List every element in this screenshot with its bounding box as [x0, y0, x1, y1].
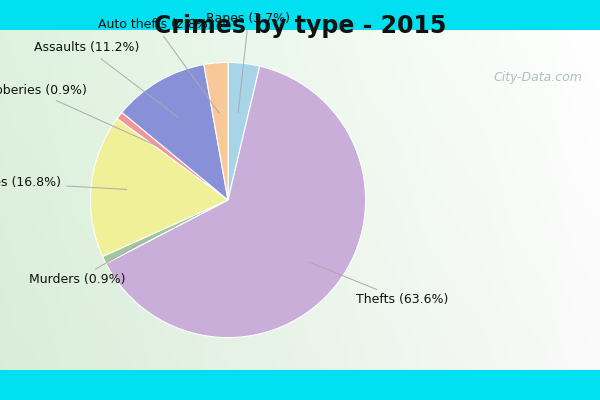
- Wedge shape: [106, 66, 365, 338]
- Text: City-Data.com: City-Data.com: [493, 71, 582, 84]
- Text: Murders (0.9%): Murders (0.9%): [29, 238, 149, 286]
- Text: Auto thefts (2.8%): Auto thefts (2.8%): [98, 18, 219, 113]
- Wedge shape: [122, 64, 228, 200]
- Text: Rapes (3.7%): Rapes (3.7%): [206, 12, 290, 112]
- Text: Assaults (11.2%): Assaults (11.2%): [34, 41, 179, 118]
- Wedge shape: [228, 62, 260, 200]
- Text: Crimes by type - 2015: Crimes by type - 2015: [154, 14, 446, 38]
- Wedge shape: [91, 118, 228, 256]
- Text: Thefts (63.6%): Thefts (63.6%): [309, 262, 448, 306]
- Wedge shape: [117, 112, 228, 200]
- Wedge shape: [103, 200, 228, 264]
- Text: Robberies (0.9%): Robberies (0.9%): [0, 84, 158, 146]
- Text: Burglaries (16.8%): Burglaries (16.8%): [0, 176, 127, 190]
- Wedge shape: [204, 62, 228, 200]
